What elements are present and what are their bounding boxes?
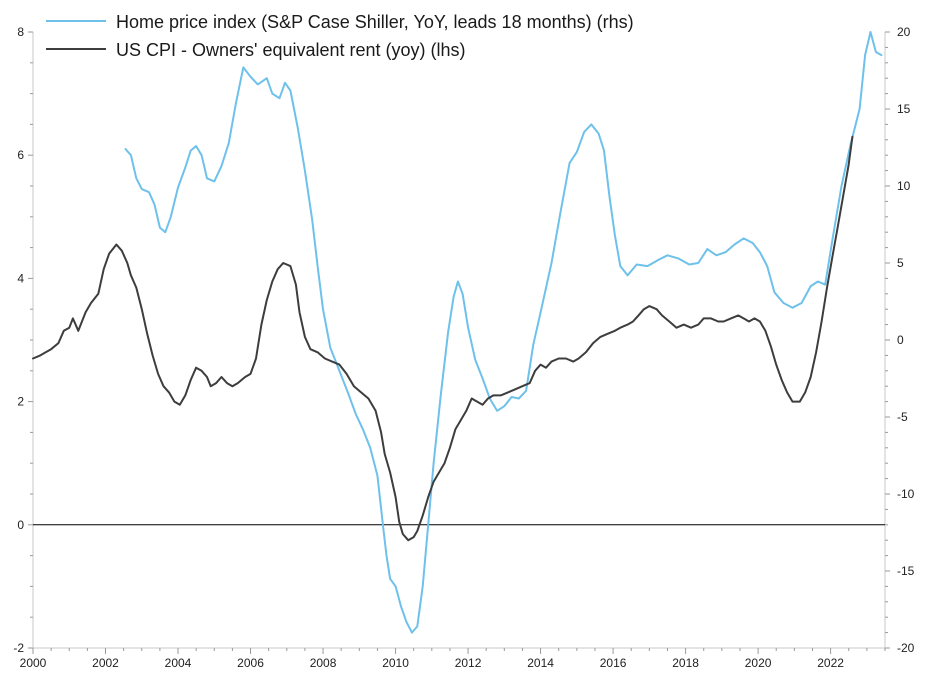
right-tick-label: -10	[897, 487, 915, 501]
legend-label-home-price: Home price index (S&P Case Shiller, YoY,…	[116, 12, 634, 32]
series-line-oer	[32, 135, 854, 542]
x-tick-label: 2006	[237, 656, 264, 670]
x-tick-label: 2010	[382, 656, 409, 670]
x-tick-label: 2012	[455, 656, 482, 670]
x-tick-label: 2002	[92, 656, 119, 670]
x-tick-label: 2004	[165, 656, 192, 670]
right-tick-label: 5	[897, 256, 904, 270]
x-tick-label: 2014	[527, 656, 554, 670]
left-tick-label: -2	[13, 641, 24, 655]
series-lines	[32, 31, 883, 634]
left-tick-label: 4	[17, 271, 24, 285]
x-tick-label: 2020	[745, 656, 772, 670]
right-tick-label: 15	[897, 102, 911, 116]
x-tick-label: 2000	[20, 656, 47, 670]
legend-label-oer: US CPI - Owners' equivalent rent (yoy) (…	[116, 40, 466, 60]
left-tick-label: 6	[17, 148, 24, 162]
right-tick-label: -5	[897, 410, 908, 424]
left-tick-label: 2	[17, 395, 24, 409]
right-tick-label: 10	[897, 179, 911, 193]
x-tick-label: 2018	[672, 656, 699, 670]
x-tick-label: 2022	[817, 656, 844, 670]
series-line-home-price	[124, 31, 883, 634]
right-tick-label: 0	[897, 333, 904, 347]
legend: Home price index (S&P Case Shiller, YoY,…	[46, 12, 634, 60]
right-tick-label: -20	[897, 641, 915, 655]
x-tick-label: 2008	[310, 656, 337, 670]
x-tick-label: 2016	[600, 656, 627, 670]
left-tick-label: 8	[17, 25, 24, 39]
right-tick-label: -15	[897, 564, 915, 578]
left-tick-label: 0	[17, 518, 24, 532]
right-tick-label: 20	[897, 25, 911, 39]
